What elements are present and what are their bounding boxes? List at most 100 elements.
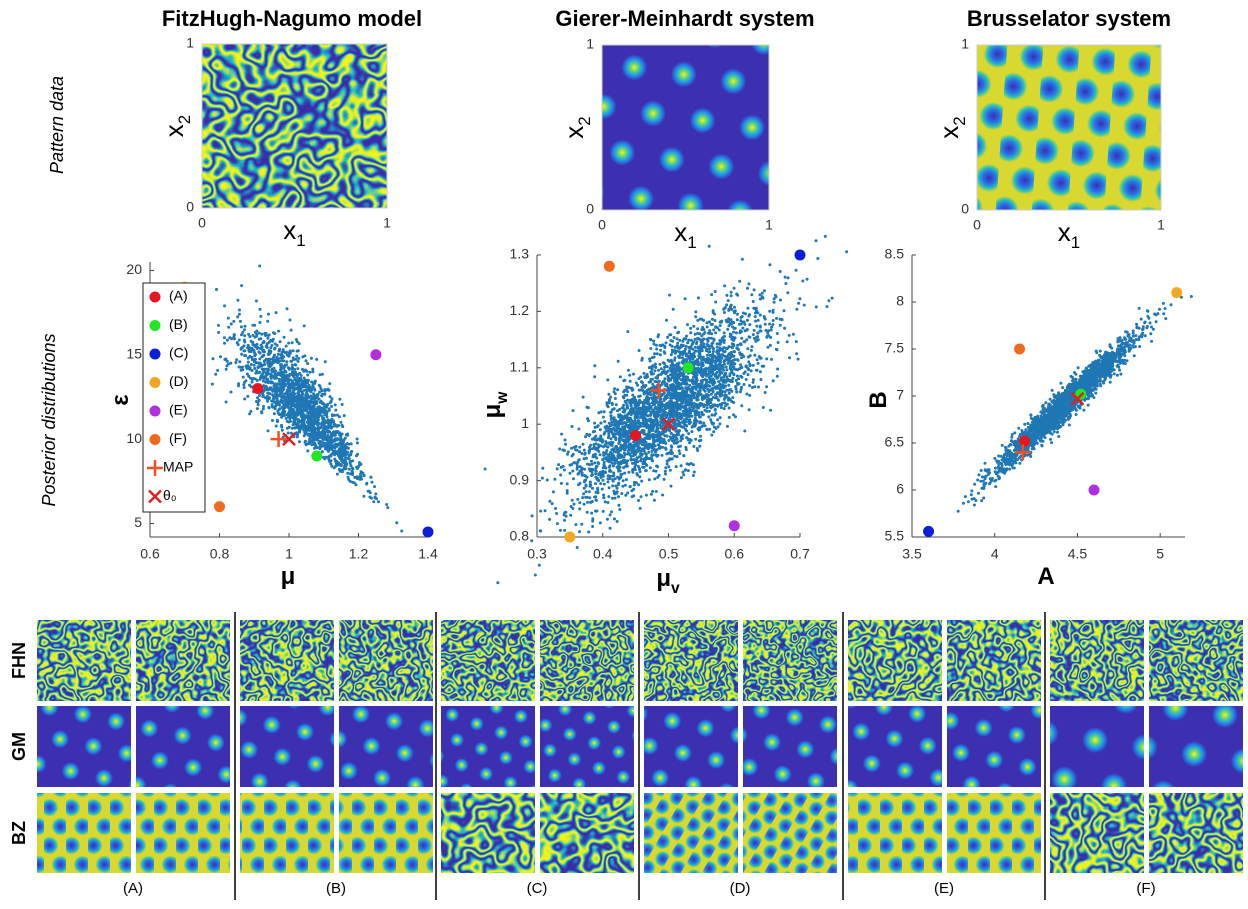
legend-label: (B) [169, 316, 188, 332]
pattern-image [977, 45, 1161, 210]
x-tick-label: 1 [765, 217, 773, 233]
pattern-image [240, 706, 334, 787]
legend-label: (F) [169, 430, 187, 446]
x-tick-label: 1 [285, 546, 293, 562]
axis-label: μ [281, 563, 296, 590]
pattern-axis-label-sub: 1 [1071, 233, 1080, 252]
y-tick-label: 1 [186, 35, 194, 51]
x-tick-label: 0.5 [659, 546, 679, 562]
column-label: (B) [326, 880, 346, 897]
y-tick-label: 20 [126, 261, 142, 277]
y-tick-label: 1.1 [510, 359, 530, 375]
point [729, 520, 740, 531]
axis-label: μ [656, 565, 671, 592]
chart-title: Brusselator system [967, 6, 1171, 31]
axis-label: μ [479, 404, 506, 419]
column-label: (D) [730, 880, 751, 897]
y-tick-label: 6 [896, 481, 904, 497]
x-tick-label: 3.5 [902, 546, 922, 562]
pattern-image [848, 793, 942, 873]
x-tick-label: 0 [973, 217, 981, 233]
axis-label: μ [281, 563, 296, 590]
point [423, 526, 434, 537]
pattern-axis-label: x [159, 124, 189, 137]
y-tick-label: 7 [896, 387, 904, 403]
y-tick-label: 0.8 [510, 528, 530, 544]
x-tick-label: 0 [198, 215, 206, 231]
pattern-image [644, 793, 738, 873]
pattern-image [240, 620, 334, 701]
axis-label-sub: v [671, 580, 680, 597]
pattern-axis-label: x1 [1058, 217, 1080, 252]
pattern-image [136, 620, 230, 701]
pattern-axis-label-sub: 1 [687, 233, 696, 252]
point [1014, 344, 1025, 355]
legend-label: (C) [169, 345, 188, 361]
pattern-image [1149, 620, 1243, 701]
pattern-image [37, 620, 131, 701]
point [252, 383, 263, 394]
pattern-image [441, 706, 535, 787]
point [1089, 485, 1100, 496]
axis-label: μw [479, 391, 510, 419]
pattern-image [339, 793, 433, 873]
pattern-image [1149, 793, 1243, 873]
pattern-axis-label: x1 [283, 215, 305, 250]
pattern-image [1050, 620, 1144, 701]
y-tick-label: 0 [961, 201, 969, 217]
y-tick-label: 8.5 [885, 246, 905, 262]
pattern-axis-label-sub: 2 [175, 115, 194, 124]
pattern-axis-label-sub: 2 [575, 116, 594, 125]
y-tick-label: 15 [126, 345, 142, 361]
row-label: Pattern data [47, 76, 67, 174]
pattern-axis-label-sub: 2 [950, 116, 969, 125]
axis-label: A [1037, 563, 1054, 590]
point [150, 406, 161, 417]
pattern-image [644, 620, 738, 701]
legend-label: MAP [163, 459, 193, 475]
pattern-axis-label: x [674, 217, 687, 247]
row-label: FHN [9, 642, 29, 679]
chart-title: FitzHugh-Nagumo model [162, 6, 422, 31]
column-label: (C) [527, 880, 548, 897]
point [604, 261, 615, 272]
y-tick-label: 0.9 [510, 471, 530, 487]
axis-label: ε [107, 394, 134, 405]
legend-label: (D) [169, 373, 188, 389]
pattern-axis-label-sub: 1 [296, 231, 305, 250]
x-tick-label: 4 [991, 546, 999, 562]
point [795, 250, 806, 261]
point [1019, 436, 1030, 447]
y-tick-label: 5.5 [885, 528, 905, 544]
axis-label: ε [107, 394, 134, 405]
y-tick-label: 1.2 [510, 302, 530, 318]
pattern-image [1149, 706, 1243, 787]
pattern-axis-label: x2 [159, 115, 194, 137]
pattern-image [441, 793, 535, 873]
x-tick-label: 1.4 [418, 546, 438, 562]
x-tick-label: 0.6 [725, 546, 745, 562]
pattern-image [743, 706, 837, 787]
posterior-samples [484, 235, 848, 584]
x-tick-label: 0.3 [527, 546, 547, 562]
x-tick-label: 0.8 [210, 546, 230, 562]
axis-label: μv [656, 565, 680, 596]
y-tick-label: 1 [586, 36, 594, 52]
pattern-image [202, 44, 387, 208]
pattern-axis-label: x [283, 215, 296, 245]
point [150, 434, 161, 445]
pattern-axis-label: x [1058, 217, 1071, 247]
point [214, 501, 225, 512]
row-label: GM [9, 732, 29, 761]
y-tick-label: 7.5 [885, 340, 905, 356]
y-tick-label: 1 [521, 415, 529, 431]
pattern-image [136, 706, 230, 787]
y-tick-label: 5 [134, 514, 142, 530]
chart-title: Gierer-Meinhardt system [555, 6, 814, 31]
pattern-image [602, 45, 769, 210]
x-tick-label: 0.4 [593, 546, 613, 562]
axis-label: A [1037, 563, 1054, 590]
pattern-image [37, 793, 131, 873]
pattern-axis-label: x [934, 126, 964, 139]
